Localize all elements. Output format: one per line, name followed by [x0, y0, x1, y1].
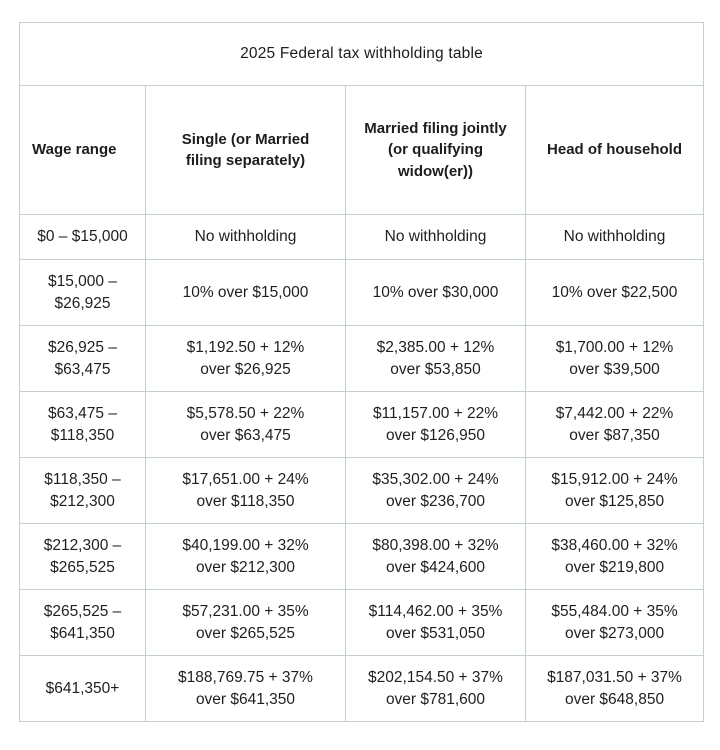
head-of-household-cell: $1,700.00 + 12% over $39,500 — [524, 325, 705, 392]
married-jointly-cell: $11,157.00 + 22% over $126,950 — [345, 391, 526, 458]
single-cell: $17,651.00 + 24% over $118,350 — [145, 457, 346, 524]
table-row: $641,350+ $188,769.75 + 37% over $641,35… — [19, 655, 705, 722]
married-jointly-cell: $202,154.50 + 37% over $781,600 — [345, 655, 526, 722]
married-jointly-cell: 10% over $30,000 — [345, 259, 526, 326]
head-of-household-cell: No withholding — [524, 214, 705, 260]
column-header-married-jointly: Married filing jointly (or qualifying wi… — [345, 85, 526, 215]
single-cell: $1,192.50 + 12% over $26,925 — [145, 325, 346, 392]
head-of-household-cell: $55,484.00 + 35% over $273,000 — [524, 589, 705, 656]
single-cell: $5,578.50 + 22% over $63,475 — [145, 391, 346, 458]
single-cell: 10% over $15,000 — [145, 259, 346, 326]
married-jointly-cell: $2,385.00 + 12% over $53,850 — [345, 325, 526, 392]
single-cell: $57,231.00 + 35% over $265,525 — [145, 589, 346, 656]
single-cell: $188,769.75 + 37% over $641,350 — [145, 655, 346, 722]
wage-range-cell: $63,475 – $118,350 — [19, 391, 146, 458]
table-row: $118,350 – $212,300 $17,651.00 + 24% ove… — [19, 457, 705, 524]
table-row: $15,000 – $26,925 10% over $15,000 10% o… — [19, 259, 705, 326]
column-header-wage-range: Wage range — [19, 85, 146, 215]
head-of-household-cell: $187,031.50 + 37% over $648,850 — [524, 655, 705, 722]
federal-tax-withholding-table: 2025 Federal tax withholding table Wage … — [18, 22, 705, 722]
table-row: $0 – $15,000 No withholding No withholdi… — [19, 214, 705, 260]
wage-range-cell: $118,350 – $212,300 — [19, 457, 146, 524]
wage-range-cell: $265,525 – $641,350 — [19, 589, 146, 656]
head-of-household-cell: $15,912.00 + 24% over $125,850 — [524, 457, 705, 524]
head-of-household-cell: $38,460.00 + 32% over $219,800 — [524, 523, 705, 590]
column-header-single: Single (or Married filing separately) — [145, 85, 346, 215]
table-title: 2025 Federal tax withholding table — [18, 22, 705, 86]
wage-range-cell: $0 – $15,000 — [19, 214, 146, 260]
head-of-household-cell: $7,442.00 + 22% over $87,350 — [524, 391, 705, 458]
wage-range-cell: $26,925 – $63,475 — [19, 325, 146, 392]
married-jointly-cell: No withholding — [345, 214, 526, 260]
married-jointly-cell: $35,302.00 + 24% over $236,700 — [345, 457, 526, 524]
married-jointly-cell: $114,462.00 + 35% over $531,050 — [345, 589, 526, 656]
wage-range-cell: $15,000 – $26,925 — [19, 259, 146, 326]
table-row: $26,925 – $63,475 $1,192.50 + 12% over $… — [19, 325, 705, 392]
table-row: $63,475 – $118,350 $5,578.50 + 22% over … — [19, 391, 705, 458]
column-header-head-of-household: Head of household — [524, 85, 705, 215]
married-jointly-cell: $80,398.00 + 32% over $424,600 — [345, 523, 526, 590]
single-cell: No withholding — [145, 214, 346, 260]
table-title-row: 2025 Federal tax withholding table — [18, 22, 705, 86]
wage-range-cell: $641,350+ — [19, 655, 146, 722]
table-header-row: Wage range Single (or Married filing sep… — [19, 85, 705, 215]
wage-range-cell: $212,300 – $265,525 — [19, 523, 146, 590]
single-cell: $40,199.00 + 32% over $212,300 — [145, 523, 346, 590]
head-of-household-cell: 10% over $22,500 — [524, 259, 705, 326]
table-row: $265,525 – $641,350 $57,231.00 + 35% ove… — [19, 589, 705, 656]
table-row: $212,300 – $265,525 $40,199.00 + 32% ove… — [19, 523, 705, 590]
